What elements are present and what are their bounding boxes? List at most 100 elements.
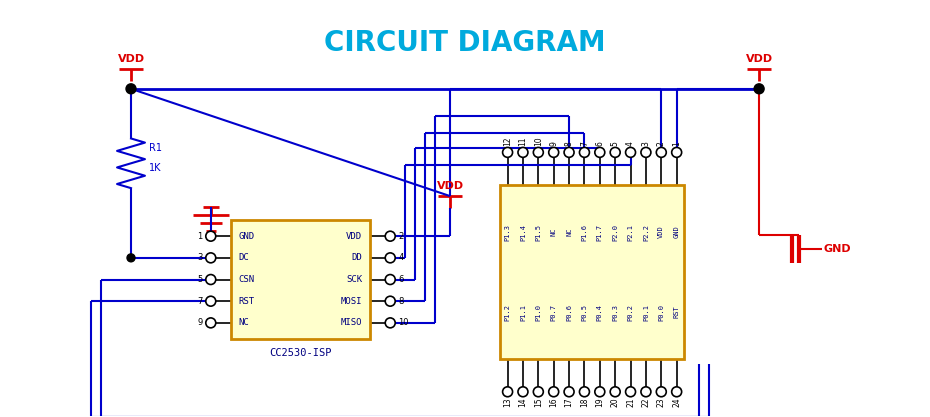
Text: 2: 2 <box>398 232 404 241</box>
Text: 1K: 1K <box>149 163 162 173</box>
Circle shape <box>610 148 620 157</box>
Text: P1.4: P1.4 <box>520 224 526 241</box>
Circle shape <box>579 148 590 157</box>
Text: 7: 7 <box>580 141 589 146</box>
Text: VDD: VDD <box>346 232 363 241</box>
Text: GND: GND <box>239 232 255 241</box>
Text: NC: NC <box>551 228 557 236</box>
Text: NC: NC <box>566 228 572 236</box>
Text: SCK: SCK <box>346 275 363 284</box>
Text: 8: 8 <box>398 297 404 306</box>
Circle shape <box>206 274 216 284</box>
Text: 9: 9 <box>550 141 558 146</box>
Text: 10: 10 <box>398 318 408 327</box>
Text: CC2530-ISP: CC2530-ISP <box>270 348 332 358</box>
Circle shape <box>126 84 136 94</box>
Circle shape <box>385 253 395 263</box>
Circle shape <box>754 84 764 94</box>
Text: NC: NC <box>239 318 249 327</box>
Text: MISO: MISO <box>340 318 363 327</box>
Circle shape <box>385 296 395 306</box>
Circle shape <box>657 387 666 397</box>
Circle shape <box>206 231 216 241</box>
Text: 22: 22 <box>642 398 650 407</box>
Text: VDD: VDD <box>117 54 144 64</box>
Text: DC: DC <box>239 254 249 262</box>
Text: 8: 8 <box>565 142 574 146</box>
Text: R1: R1 <box>149 143 162 153</box>
Text: P0.4: P0.4 <box>597 304 603 321</box>
Circle shape <box>549 148 559 157</box>
Text: RST: RST <box>673 306 680 319</box>
Text: 14: 14 <box>518 398 527 407</box>
Text: P1.0: P1.0 <box>536 304 541 321</box>
Circle shape <box>671 387 682 397</box>
Text: 6: 6 <box>398 275 404 284</box>
Text: P2.1: P2.1 <box>628 224 633 241</box>
Text: 4: 4 <box>398 254 404 262</box>
Text: 21: 21 <box>626 398 635 407</box>
Text: 6: 6 <box>595 141 604 146</box>
Text: MOSI: MOSI <box>340 297 363 306</box>
Circle shape <box>518 387 528 397</box>
Text: 16: 16 <box>550 398 558 407</box>
Text: 23: 23 <box>657 398 666 407</box>
Text: P0.2: P0.2 <box>628 304 633 321</box>
Circle shape <box>385 274 395 284</box>
Text: DD: DD <box>352 254 363 262</box>
Text: RST: RST <box>239 297 255 306</box>
Text: P1.7: P1.7 <box>597 224 603 241</box>
Text: 18: 18 <box>580 398 589 407</box>
Circle shape <box>671 148 682 157</box>
Text: 2: 2 <box>657 142 666 146</box>
Circle shape <box>641 387 651 397</box>
Text: VDD: VDD <box>658 226 664 239</box>
Text: 15: 15 <box>534 398 543 407</box>
Circle shape <box>626 387 635 397</box>
Text: VDD: VDD <box>436 181 464 191</box>
Text: P1.3: P1.3 <box>505 224 511 241</box>
Text: 1: 1 <box>672 142 681 146</box>
Circle shape <box>579 387 590 397</box>
Circle shape <box>502 387 512 397</box>
Circle shape <box>502 148 512 157</box>
Text: 19: 19 <box>595 398 604 407</box>
Circle shape <box>610 387 620 397</box>
Text: 1: 1 <box>197 232 203 241</box>
Text: 10: 10 <box>534 137 543 146</box>
Circle shape <box>595 148 604 157</box>
Circle shape <box>533 148 543 157</box>
FancyBboxPatch shape <box>500 185 684 359</box>
Circle shape <box>206 318 216 328</box>
Text: CIRCUIT DIAGRAM: CIRCUIT DIAGRAM <box>325 29 605 57</box>
Circle shape <box>385 231 395 241</box>
Text: VDD: VDD <box>746 54 773 64</box>
Circle shape <box>626 148 635 157</box>
Circle shape <box>565 387 574 397</box>
Circle shape <box>565 148 574 157</box>
Text: 7: 7 <box>197 297 203 306</box>
Text: P1.5: P1.5 <box>536 224 541 241</box>
Text: 24: 24 <box>672 398 681 407</box>
Circle shape <box>595 387 604 397</box>
Text: P0.5: P0.5 <box>581 304 588 321</box>
Text: 3: 3 <box>642 141 650 146</box>
FancyBboxPatch shape <box>231 220 370 339</box>
Circle shape <box>206 296 216 306</box>
Text: 20: 20 <box>611 398 619 407</box>
Circle shape <box>206 253 216 263</box>
Text: P0.7: P0.7 <box>551 304 557 321</box>
Text: GND: GND <box>824 244 852 254</box>
Text: P0.6: P0.6 <box>566 304 572 321</box>
Text: 9: 9 <box>197 318 203 327</box>
Text: 4: 4 <box>626 141 635 146</box>
Text: P0.1: P0.1 <box>643 304 649 321</box>
Text: GND: GND <box>673 226 680 239</box>
Text: 13: 13 <box>503 398 512 407</box>
Circle shape <box>127 254 135 262</box>
Text: P1.6: P1.6 <box>581 224 588 241</box>
Text: 5: 5 <box>611 141 619 146</box>
Text: P0.3: P0.3 <box>612 304 618 321</box>
Circle shape <box>518 148 528 157</box>
Text: CSN: CSN <box>239 275 255 284</box>
